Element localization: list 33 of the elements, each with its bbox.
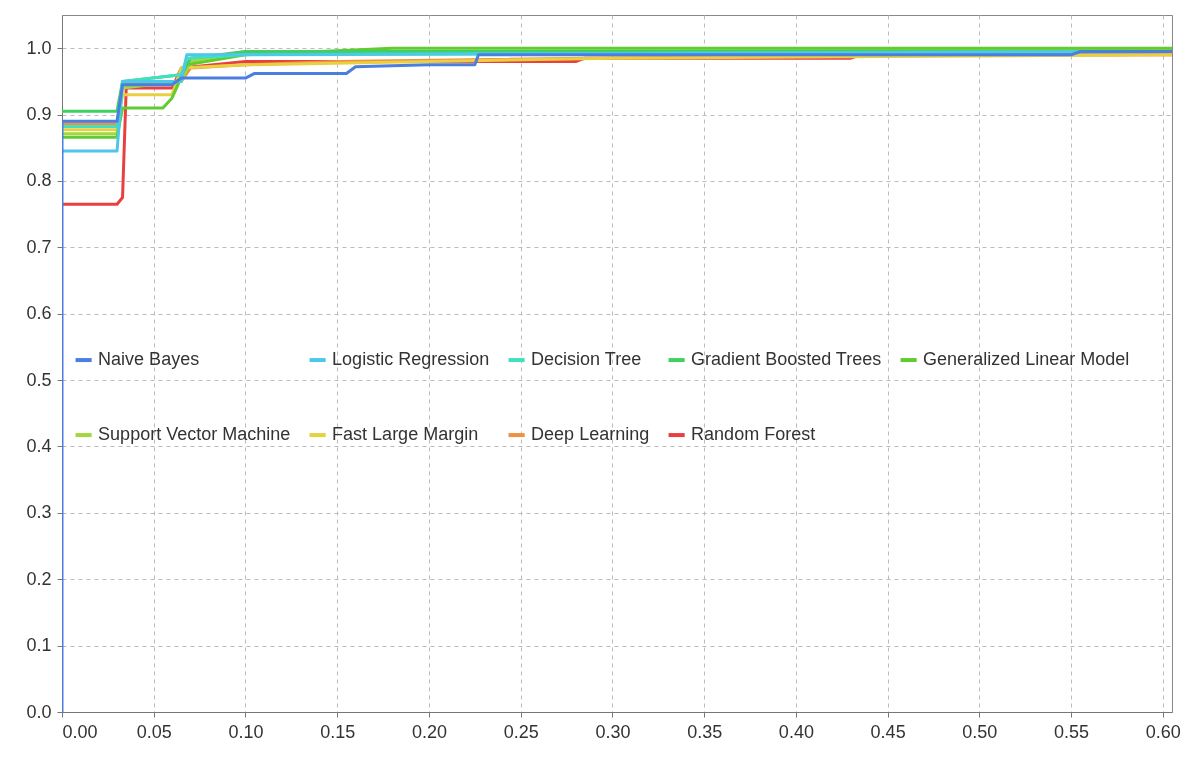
y-tick-label: 0.1 <box>26 635 52 656</box>
y-tick-label: 0.6 <box>26 303 52 324</box>
y-tick-label: 0.3 <box>26 502 52 523</box>
legend-label: Gradient Boosted Trees <box>691 349 882 370</box>
legend-label: Naive Bayes <box>98 349 200 370</box>
legend-label: Generalized Linear Model <box>923 349 1130 370</box>
x-tick-label: 0.55 <box>1054 721 1090 742</box>
x-tick-label: 0.35 <box>687 721 723 742</box>
x-tick-label: 0.45 <box>870 721 906 742</box>
y-tick-label: 0.4 <box>26 435 52 456</box>
x-tick-label: 0.25 <box>503 721 539 742</box>
y-tick-label: 0.9 <box>26 104 52 125</box>
x-tick-label: 0.40 <box>778 721 814 742</box>
legend-label: Fast Large Margin <box>332 424 479 445</box>
y-tick-label: 0.5 <box>26 369 52 390</box>
x-tick-label: 0.30 <box>595 721 631 742</box>
x-tick-label: 0.15 <box>320 721 356 742</box>
x-tick-label: 0.60 <box>1145 721 1181 742</box>
legend-label: Deep Learning <box>531 424 650 445</box>
legend-label: Support Vector Machine <box>98 424 291 445</box>
y-tick-label: 0.2 <box>26 568 52 589</box>
x-tick-label: 0.10 <box>228 721 264 742</box>
y-tick-label: 0.0 <box>26 701 52 722</box>
x-tick-label: 0.05 <box>136 721 172 742</box>
legend-label: Decision Tree <box>531 349 642 370</box>
y-tick-label: 0.8 <box>26 170 52 191</box>
legend-label: Random Forest <box>691 424 816 445</box>
x-tick-label: 0.00 <box>62 721 98 742</box>
y-tick-label: 1.0 <box>26 37 52 58</box>
x-tick-label: 0.20 <box>411 721 447 742</box>
x-tick-label: 0.50 <box>962 721 998 742</box>
legend-label: Logistic Regression <box>332 349 490 370</box>
y-tick-label: 0.7 <box>26 236 52 257</box>
